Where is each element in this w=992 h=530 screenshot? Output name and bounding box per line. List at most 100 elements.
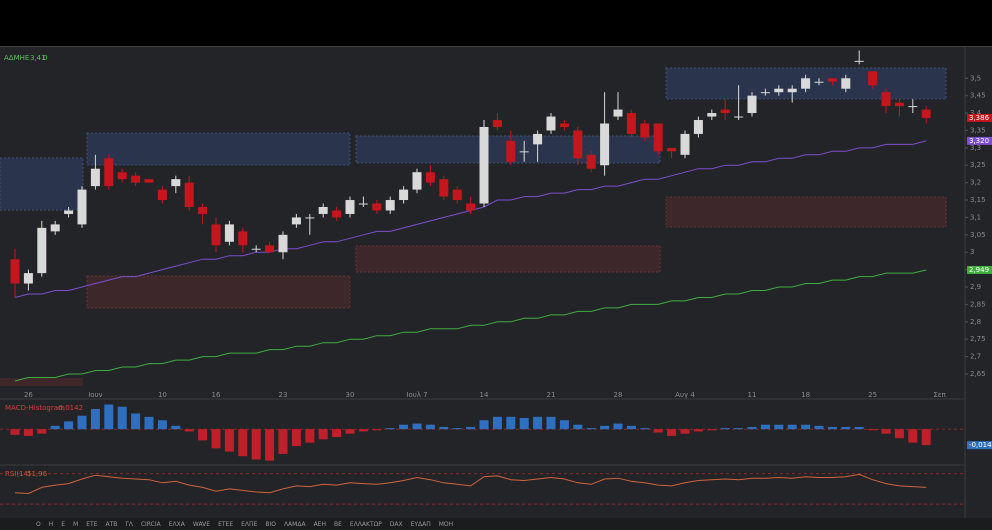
toolbar-item[interactable]: DAX [389,520,403,528]
overlay-last-label: 3,320 [969,137,989,145]
histogram-bar [305,429,315,443]
toolbar-item[interactable]: ΒΕ [333,520,342,528]
histogram-bar [23,429,33,436]
candle-body [318,206,328,214]
histogram-bar [318,429,328,440]
histogram-bar [184,429,194,432]
toolbar-item[interactable]: ΜΟΗ [438,520,454,528]
toolbar-item[interactable]: ΕΛΧΑ [168,520,185,528]
y-tick-label: 3,3 [970,144,981,152]
y-tick-label: 3,5 [970,74,981,82]
toolbar-item[interactable]: ΓΛ [125,520,133,528]
toolbar-item[interactable]: Η [48,520,54,528]
histogram-bar [399,424,409,430]
histogram-bar [868,429,878,431]
histogram-bar [908,429,918,443]
candle-body [184,182,194,207]
candle-body [841,78,851,89]
x-tick-label: Ιουν [88,391,102,399]
toolbar-item[interactable]: ΕΥΔΑΠ [410,520,431,528]
symbol-change: 0 [43,54,47,62]
toolbar-item[interactable]: ΕΛΛΑΚΤΩΡ [349,520,382,528]
candle-body [747,95,757,114]
candle-body [573,130,583,159]
y-tick-label: 2,8 [970,318,981,326]
candle-body [251,248,261,250]
candle-body [720,109,730,114]
candle-body [345,200,355,214]
candle-body [23,273,33,284]
toolbar-item[interactable]: ΕΤΕΕ [218,520,234,528]
histogram-bar [492,416,502,430]
candle-body [131,175,141,183]
candle-body [10,259,20,284]
histogram-bar [131,413,141,430]
candle-body [801,78,811,89]
candle-body [613,109,623,117]
histogram-bar [546,416,556,430]
x-tick-label: 26 [24,391,33,399]
candle-body [680,133,690,155]
candle-body [653,123,663,152]
toolbar-item[interactable]: ΕΛΠΕ [241,520,258,528]
overlay-last-label-box [967,136,992,145]
toolbar-item[interactable]: ΑΤΒ [105,520,118,528]
candle-body [332,210,342,218]
histogram-bar [613,423,623,430]
candle-body [774,88,784,93]
candle-body [238,231,248,246]
histogram-bar [412,423,422,430]
candle-body [479,126,489,204]
histogram-bar [171,425,181,430]
toolbar-item[interactable]: CIRCIA [140,520,161,528]
candle-body [144,179,154,183]
x-tick-label: 18 [801,391,810,399]
toolbar-item[interactable]: ΛΑΜΔΑ [283,520,306,528]
candle-body [760,92,770,94]
histogram-bar [519,417,529,430]
candle-body [104,158,114,187]
toolbar-item[interactable]: Ο [36,520,41,528]
toolbar-item[interactable]: ΒΙΟ [265,520,276,528]
x-tick-label: 14 [480,391,489,399]
supply-zone [86,132,351,166]
macd-value: -0,0142 [56,404,83,412]
histogram-bar [774,424,784,430]
y-tick-label: 2,85 [970,300,986,308]
histogram-bar [787,424,797,430]
histogram-bar [50,425,60,430]
histogram-bar [573,424,583,430]
line [14,269,927,382]
toolbar-item[interactable]: WAVE [192,520,211,528]
candle-body [171,179,181,187]
histogram-bar [291,429,301,447]
y-tick-label: 3,05 [970,231,986,239]
candle-body [921,109,931,118]
y-tick-label: 3 [970,248,974,256]
histogram-bar [157,420,167,430]
candle-body [265,245,275,253]
macd-last-label-box [967,441,992,450]
candle-body [693,120,703,134]
y-tick-label: 2,7 [970,353,981,361]
top-band [0,0,992,46]
histogram-bar [801,424,811,430]
toolbar-item[interactable]: Ε [61,520,66,528]
toolbar-item[interactable]: ΕΤΕ [86,520,98,528]
macd-title: MACD-Histogram [5,404,65,412]
histogram-bar [841,426,851,430]
demand-zone [0,378,83,386]
toolbar-item[interactable]: ΑΕΗ [313,520,326,528]
x-tick-label: 28 [614,391,623,399]
histogram-bar [854,426,864,430]
candle-body [492,120,502,127]
candle-body [559,123,569,127]
histogram-bar [881,429,891,434]
toolbar-item[interactable]: Μ [73,520,79,528]
histogram-bar [921,429,931,446]
histogram-bar [640,428,650,430]
histogram-bar [827,426,837,430]
candle-body [466,203,476,211]
candle-body [827,78,837,82]
histogram-bar [198,429,208,441]
